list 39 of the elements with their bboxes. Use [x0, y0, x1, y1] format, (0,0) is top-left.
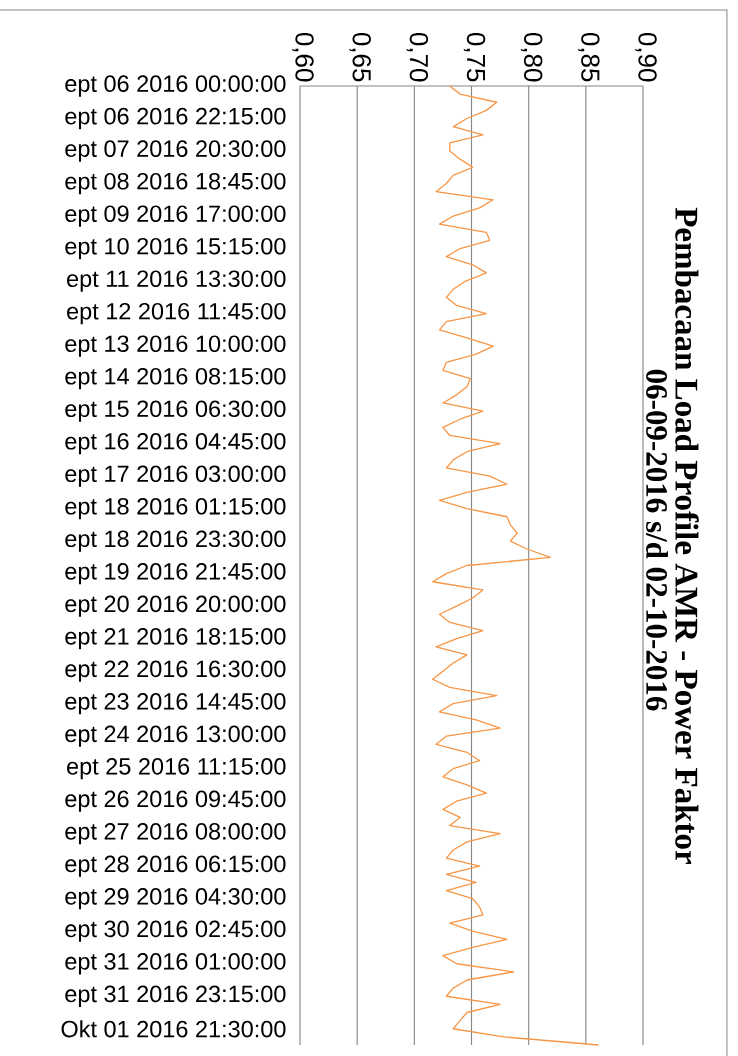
- y-tick-label: ept 26 2016 09:45:00: [65, 790, 286, 812]
- y-tick-label: ept 30 2016 02:45:00: [65, 920, 286, 942]
- y-tick-label: ept 31 2016 23:15:00: [65, 985, 286, 1007]
- y-tick-label: ept 25 2016 11:15:00: [67, 758, 286, 780]
- y-tick-label: ept 20 2016 20:00:00: [65, 595, 286, 617]
- y-tick-label: ept 06 2016 22:15:00: [65, 107, 286, 130]
- y-tick-label: ept 15 2016 06:30:00: [65, 400, 286, 422]
- x-tick-label: 0,85: [578, 32, 600, 82]
- y-tick-label: ept 21 2016 18:15:00: [65, 628, 286, 650]
- x-tick-label: 0,70: [406, 32, 429, 82]
- y-tick-label: ept 12 2016 11:45:00: [67, 302, 286, 325]
- x-tick-label: 0,80: [520, 32, 543, 82]
- y-tick-label: Okt 01 2016 21:30:00: [61, 1020, 286, 1038]
- y-tick-label: ept 31 2016 01:00:00: [65, 953, 286, 975]
- y-tick-label: ept 16 2016 04:45:00: [65, 432, 286, 455]
- y-tick-label: ept 14 2016 08:15:00: [65, 367, 286, 390]
- y-tick-label: ept 28 2016 06:15:00: [65, 855, 286, 877]
- y-tick-label: ept 19 2016 21:45:00: [65, 562, 286, 585]
- y-tick-label: ept 17 2016 03:00:00: [65, 465, 286, 487]
- y-tick-label: ept 07 2016 20:30:00: [65, 140, 286, 162]
- y-tick-label: ept 13 2016 10:00:00: [65, 335, 286, 357]
- text: Pembacaan Load Profile AMR - Power Faktor: [675, 207, 699, 864]
- text: 06-09-2016 s/d 02-10-2016: [646, 369, 668, 711]
- y-tick-label: ept 18 2016 01:15:00: [65, 497, 286, 520]
- y-tick-label: ept 11 2016 13:30:00: [67, 270, 286, 292]
- x-tick-label: 0,75: [463, 32, 486, 82]
- y-tick-label: ept 09 2016 17:00:00: [65, 205, 286, 227]
- x-tick-label: 0,65: [349, 32, 371, 82]
- y-tick-label: ept 10 2016 15:15:00: [65, 237, 286, 260]
- x-tick-label: 0,60: [292, 32, 314, 82]
- y-tick-label: ept 18 2016 23:30:00: [65, 530, 286, 552]
- y-tick-label: ept 29 2016 04:30:00: [65, 888, 286, 910]
- y-tick-label: ept 22 2016 16:30:00: [65, 660, 286, 682]
- y-tick-label: ept 23 2016 14:45:00: [65, 693, 286, 715]
- y-tick-label: ept 27 2016 08:00:00: [65, 823, 286, 845]
- y-tick-label: ept 06 2016 00:00:00: [65, 75, 286, 97]
- x-tick-label: 0,90: [635, 32, 657, 82]
- y-tick-label: ept 08 2016 18:45:00: [65, 172, 286, 195]
- y-tick-label: ept 24 2016 13:00:00: [65, 725, 286, 747]
